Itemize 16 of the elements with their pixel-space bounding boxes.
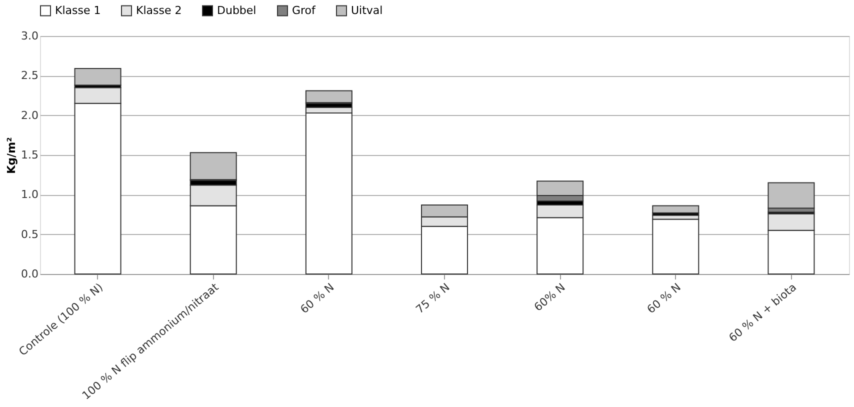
legend-label: Klasse 1 [55, 4, 101, 17]
y-tick-label: 0.0 [21, 268, 38, 280]
legend-label: Grof [292, 4, 317, 17]
y-axis-title: Kg/m² [5, 136, 18, 174]
y-tick-label: 1.5 [21, 148, 38, 162]
x-tick-label: 60 % N [298, 280, 337, 316]
y-tick-label: 1.0 [21, 188, 38, 202]
y-tick-label: 2.0 [21, 108, 38, 122]
legend-label: Uitval [351, 4, 383, 17]
x-tick-label: 75 % N [413, 280, 452, 316]
y-tick-label: 3.0 [21, 30, 38, 42]
legend-label: Dubbel [217, 4, 256, 17]
legend-label: Klasse 2 [136, 4, 182, 17]
y-tick-label: 2.5 [21, 69, 38, 82]
y-tick-label: 0.5 [21, 228, 38, 241]
x-tick-label: 60 % N [644, 280, 684, 316]
